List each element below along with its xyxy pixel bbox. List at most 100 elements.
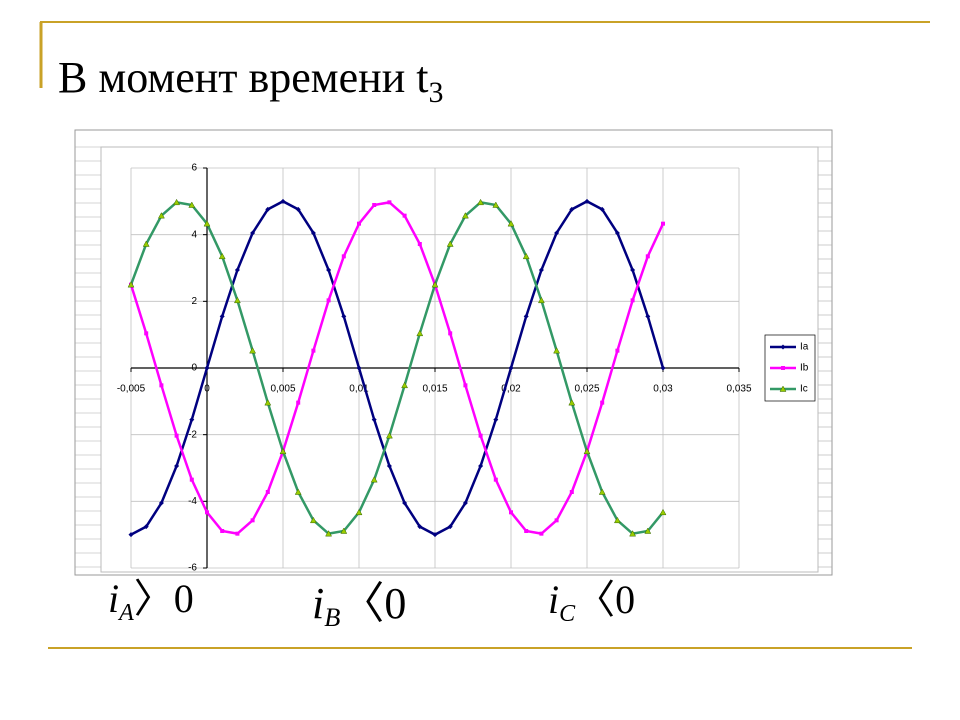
annotation-sub: C [559, 601, 576, 627]
marker [128, 532, 134, 538]
marker [477, 198, 485, 206]
marker [446, 240, 454, 247]
plot: -6-4-20246-0,00500,0050,010,0150,020,025… [117, 163, 752, 574]
marker [614, 230, 620, 236]
marker [356, 365, 362, 371]
marker [370, 476, 378, 483]
x-tick-label: 0,03 [653, 384, 673, 395]
marker [600, 400, 605, 405]
marker [461, 212, 469, 219]
marker [645, 313, 651, 319]
marker [296, 400, 301, 405]
marker [630, 267, 636, 273]
marker [325, 530, 333, 537]
y-tick-label: -2 [188, 429, 197, 440]
marker [417, 242, 422, 246]
marker [341, 313, 347, 319]
marker [615, 348, 620, 353]
marker [401, 381, 409, 389]
marker [599, 206, 605, 212]
x-tick-label: -0,005 [117, 384, 146, 395]
marker [448, 331, 453, 336]
marker [569, 490, 574, 494]
marker [357, 221, 361, 226]
marker [265, 206, 271, 212]
marker [205, 510, 209, 515]
marker [311, 348, 316, 353]
marker [553, 347, 561, 354]
marker [644, 527, 652, 534]
annotation: iB〈0 [312, 579, 406, 632]
y-tick-label: -4 [188, 496, 197, 507]
marker [144, 331, 149, 336]
annotation-sub: B [324, 602, 340, 632]
marker [372, 203, 377, 207]
series-line [129, 200, 665, 536]
marker [509, 510, 513, 515]
marker [463, 383, 468, 388]
marker [584, 198, 590, 204]
marker [522, 252, 530, 260]
marker [250, 230, 256, 236]
legend-label: Ic [800, 384, 808, 395]
marker [341, 254, 346, 259]
marker [539, 531, 544, 536]
marker [173, 198, 181, 206]
x-tick-label: 0,01 [349, 384, 369, 395]
marker [629, 530, 637, 537]
marker [249, 347, 257, 354]
x-tick-label: 0,005 [270, 384, 295, 395]
legend: Ia Ib Ic [770, 342, 809, 395]
marker [780, 344, 786, 350]
marker [779, 385, 787, 392]
annotation-var: i [548, 577, 559, 622]
marker [417, 524, 423, 530]
marker [203, 220, 211, 227]
marker [492, 201, 500, 208]
annotation-var: i [312, 579, 324, 628]
marker [159, 383, 164, 388]
marker [355, 508, 363, 516]
marker [310, 230, 316, 236]
title-subscript: 3 [429, 76, 444, 109]
marker [264, 399, 272, 406]
title-text: В момент времени t [58, 53, 429, 102]
marker [630, 298, 635, 303]
y-tick-label: -6 [188, 563, 197, 574]
marker [660, 365, 666, 371]
marker [127, 281, 135, 288]
marker [143, 524, 149, 530]
marker [142, 240, 150, 247]
marker [174, 463, 180, 469]
marker [233, 296, 241, 304]
annotation: iC〈0 [548, 577, 635, 627]
annotation: iA〉0 [108, 576, 194, 626]
marker [235, 531, 240, 536]
marker [204, 365, 210, 371]
marker [598, 488, 606, 495]
marker [554, 518, 559, 523]
marker [174, 433, 179, 438]
marker [462, 500, 468, 506]
marker [250, 518, 255, 523]
marker [158, 500, 164, 506]
marker [523, 313, 529, 319]
marker [661, 221, 665, 226]
sheet-cells [75, 146, 832, 568]
slide-title: В момент времени t3 [58, 53, 444, 109]
marker [265, 490, 270, 494]
annotation-sub: A [117, 600, 134, 626]
marker [371, 417, 377, 423]
marker [508, 365, 514, 371]
marker [294, 488, 302, 495]
marker [493, 477, 498, 482]
marker [234, 267, 240, 273]
x-tick-label: 0,025 [574, 384, 599, 395]
marker [386, 463, 392, 469]
marker [340, 527, 348, 534]
legend-label: Ib [800, 363, 809, 374]
y-tick-label: 4 [191, 229, 197, 240]
marker [309, 516, 317, 524]
marker [537, 296, 545, 304]
